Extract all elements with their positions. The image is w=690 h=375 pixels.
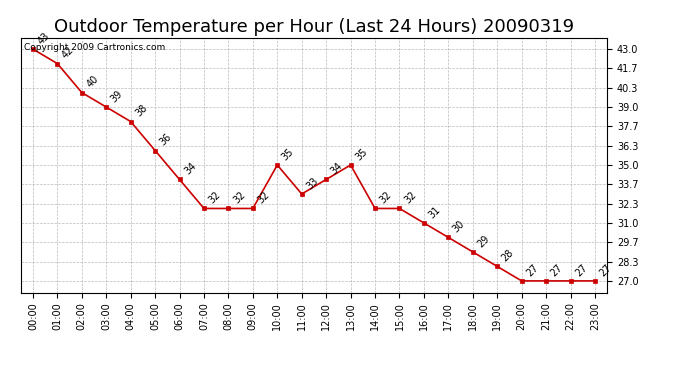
Text: 34: 34 [329, 161, 345, 177]
Text: 32: 32 [231, 190, 247, 206]
Title: Outdoor Temperature per Hour (Last 24 Hours) 20090319: Outdoor Temperature per Hour (Last 24 Ho… [54, 18, 574, 36]
Text: Copyright 2009 Cartronics.com: Copyright 2009 Cartronics.com [23, 43, 165, 52]
Text: 32: 32 [378, 190, 393, 206]
Text: 32: 32 [207, 190, 223, 206]
Text: 33: 33 [304, 176, 320, 191]
Text: 27: 27 [549, 262, 565, 278]
Text: 32: 32 [402, 190, 418, 206]
Text: 43: 43 [36, 31, 52, 46]
Text: 42: 42 [60, 45, 76, 61]
Text: 27: 27 [524, 262, 540, 278]
Text: 30: 30 [451, 219, 467, 235]
Text: 35: 35 [353, 146, 369, 162]
Text: 34: 34 [182, 161, 198, 177]
Text: 38: 38 [133, 103, 149, 119]
Text: 29: 29 [475, 233, 491, 249]
Text: 31: 31 [426, 204, 442, 220]
Text: 28: 28 [500, 248, 516, 264]
Text: 32: 32 [255, 190, 271, 206]
Text: 27: 27 [573, 262, 589, 278]
Text: 40: 40 [85, 74, 100, 90]
Text: 35: 35 [280, 146, 296, 162]
Text: 39: 39 [109, 88, 125, 104]
Text: 27: 27 [598, 262, 613, 278]
Text: 36: 36 [158, 132, 174, 148]
